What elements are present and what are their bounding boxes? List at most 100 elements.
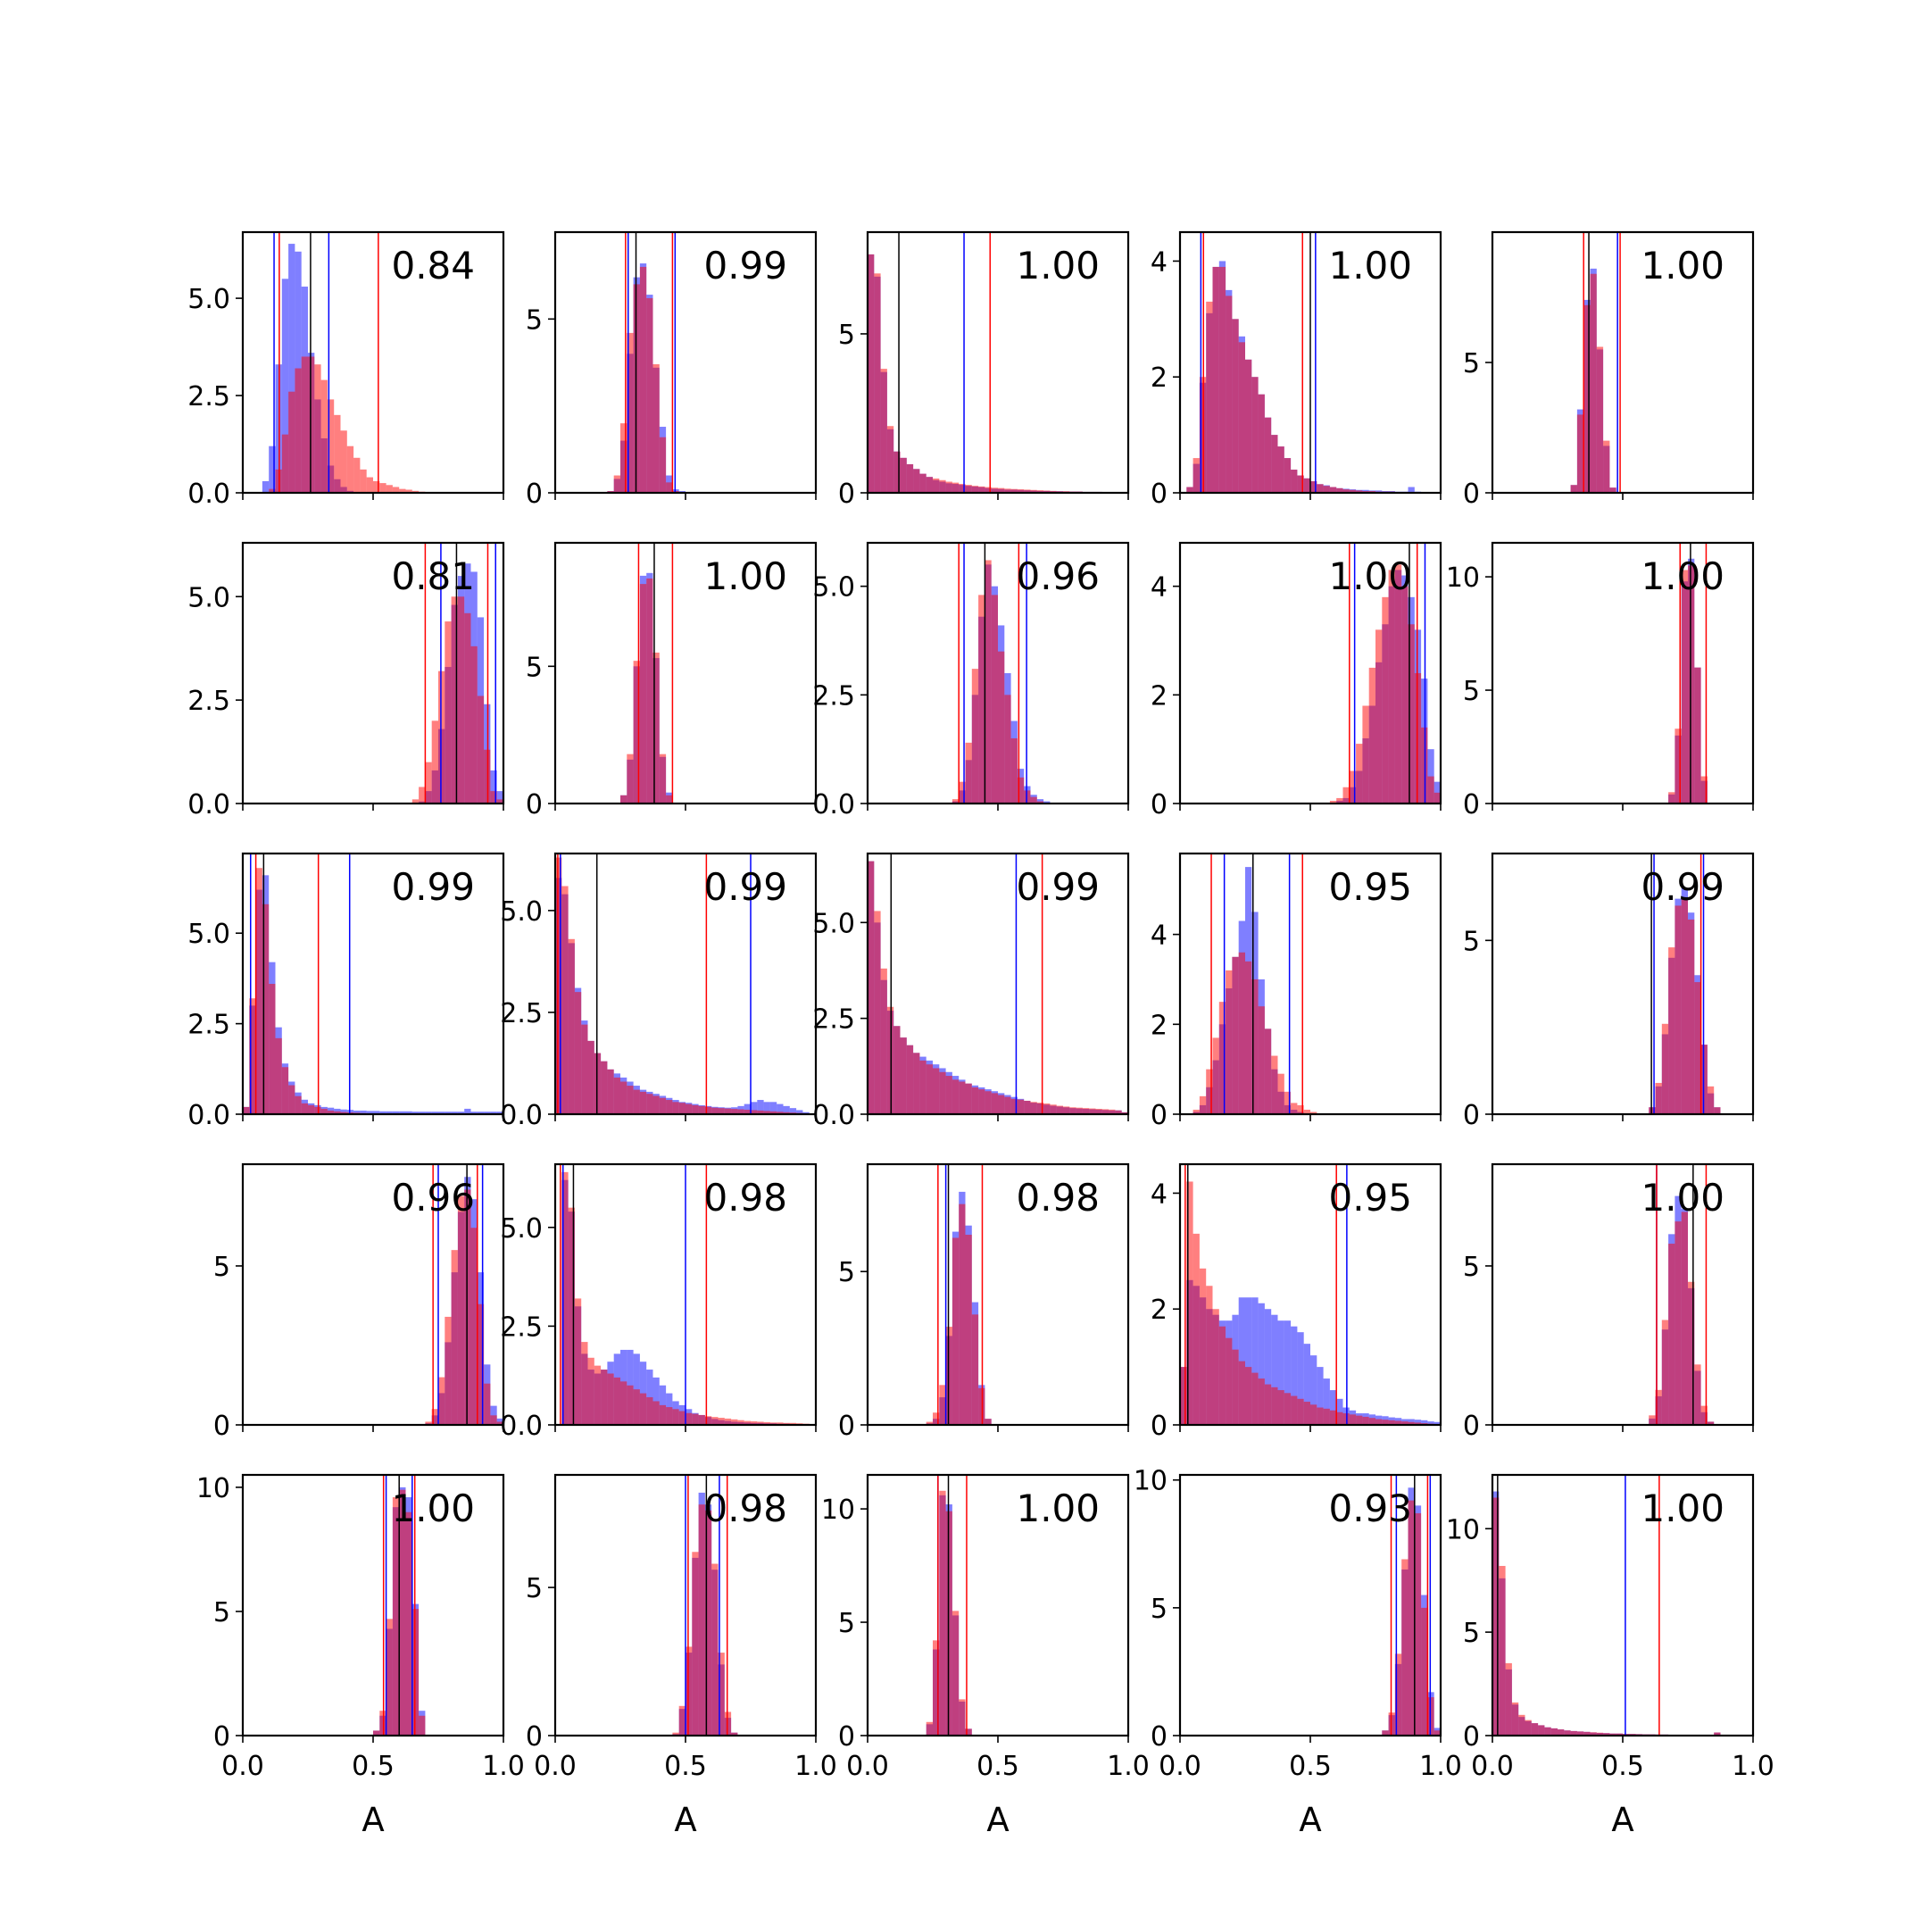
hist-bar-red bbox=[972, 1087, 978, 1114]
y-tick-label: 2.5 bbox=[187, 381, 230, 412]
hist-bar-red bbox=[1362, 706, 1368, 804]
hist-bar-red bbox=[992, 1093, 998, 1114]
hist-bar-red bbox=[1259, 395, 1265, 493]
y-tick-label: 10 bbox=[1446, 1514, 1480, 1545]
hist-bar-red bbox=[660, 754, 666, 804]
subplot-r1-c1: 051.00 bbox=[526, 543, 816, 820]
hist-bar-red bbox=[653, 1401, 660, 1425]
y-tick-label: 0 bbox=[1151, 1411, 1168, 1442]
hist-bar-red bbox=[1200, 1269, 1206, 1425]
subplot-annotation: 0.99 bbox=[391, 865, 475, 909]
subplot-r2-c0: 0.02.55.00.99 bbox=[187, 854, 503, 1131]
hist-bar-red bbox=[901, 1037, 907, 1114]
hist-bar-red bbox=[614, 1078, 620, 1114]
hist-bar-red bbox=[1324, 1409, 1330, 1425]
y-tick-label: 0.0 bbox=[500, 1100, 543, 1131]
hist-bar-red bbox=[607, 1373, 613, 1425]
hist-bar-red bbox=[1324, 486, 1330, 493]
x-tick-label: 0.5 bbox=[664, 1751, 707, 1782]
y-tick-label: 2.5 bbox=[187, 1010, 230, 1041]
x-tick-label: 1.0 bbox=[794, 1751, 837, 1782]
hist-bar-red bbox=[614, 1378, 620, 1425]
y-tick-label: 0 bbox=[526, 1721, 543, 1753]
subplot-annotation: 0.96 bbox=[391, 1176, 475, 1220]
y-tick-label: 0 bbox=[1463, 479, 1480, 510]
hist-bar-red bbox=[276, 1038, 282, 1114]
hist-bar-red bbox=[913, 1053, 919, 1114]
subplot-annotation: 1.00 bbox=[1641, 244, 1724, 287]
hist-bar-red bbox=[1649, 1415, 1655, 1425]
subplot-annotation: 1.00 bbox=[1641, 1486, 1724, 1530]
hist-bar-red bbox=[1694, 982, 1700, 1114]
hist-bar-red bbox=[581, 1025, 587, 1114]
y-tick-label: 5.0 bbox=[187, 582, 230, 613]
y-tick-label: 4 bbox=[1151, 920, 1168, 952]
hist-bar-red bbox=[933, 479, 939, 493]
y-tick-label: 10 bbox=[1446, 562, 1480, 594]
hist-bar-red bbox=[1597, 346, 1603, 493]
hist-bar-red bbox=[569, 939, 575, 1114]
hist-bar-red bbox=[874, 911, 880, 1114]
y-tick-label: 2.5 bbox=[187, 686, 230, 717]
subplot-r2-c1: 0.02.55.00.99 bbox=[500, 854, 816, 1131]
hist-bar-red bbox=[1193, 1234, 1200, 1425]
subplot-r0-c1: 050.99 bbox=[526, 232, 816, 510]
hist-bar-red bbox=[1330, 1411, 1336, 1425]
hist-bar-red bbox=[432, 720, 438, 804]
hist-bar-red bbox=[1401, 1559, 1408, 1736]
y-tick-label: 2.5 bbox=[812, 1004, 855, 1036]
y-tick-label: 0 bbox=[1151, 789, 1168, 820]
hist-bar-red bbox=[998, 652, 1004, 804]
hist-bar-red bbox=[1291, 1396, 1297, 1425]
hist-bar-red bbox=[419, 787, 425, 804]
y-tick-label: 2 bbox=[1151, 680, 1168, 712]
hist-bar-red bbox=[1675, 905, 1681, 1114]
hist-bar-red bbox=[1682, 899, 1688, 1114]
subplot-annotation: 0.98 bbox=[703, 1176, 787, 1220]
hist-bar-red bbox=[1278, 1390, 1284, 1425]
hist-bar-red bbox=[379, 483, 386, 493]
subplot-annotation: 1.00 bbox=[1328, 554, 1412, 598]
hist-bar-red bbox=[1668, 947, 1675, 1114]
hist-bar-red bbox=[607, 1070, 613, 1114]
hist-bar-red bbox=[295, 369, 301, 493]
hist-bar-red bbox=[1024, 1101, 1030, 1114]
hist-bar-red bbox=[1206, 302, 1212, 493]
subplot-annotation: 1.00 bbox=[703, 554, 787, 598]
hist-bar-red bbox=[711, 1417, 718, 1425]
y-tick-label: 5.0 bbox=[500, 896, 543, 928]
hist-bar-red bbox=[939, 1491, 945, 1736]
hist-bar-red bbox=[666, 482, 672, 493]
hist-bar-red bbox=[353, 458, 360, 493]
hist-bar-red bbox=[959, 1204, 965, 1425]
hist-bar-red bbox=[1200, 1096, 1206, 1114]
hist-bar-red bbox=[881, 969, 887, 1114]
hist-bar-red bbox=[666, 795, 672, 804]
hist-bar-red bbox=[699, 1106, 705, 1114]
hist-bar-red bbox=[1245, 962, 1251, 1114]
hist-bar-red bbox=[1219, 267, 1226, 493]
hist-bar-red bbox=[927, 477, 933, 493]
y-tick-label: 5.0 bbox=[500, 1213, 543, 1245]
x-tick-label: 1.0 bbox=[482, 1751, 525, 1782]
hist-bar-red bbox=[927, 1722, 933, 1736]
hist-bar-red bbox=[1251, 1373, 1258, 1425]
x-tick-label: 1.0 bbox=[1419, 1751, 1462, 1782]
x-tick-label: 1.0 bbox=[1732, 1751, 1774, 1782]
subplot-annotation: 0.98 bbox=[703, 1486, 787, 1530]
hist-bar-red bbox=[939, 480, 945, 493]
hist-bar-red bbox=[1389, 570, 1395, 804]
x-tick-label: 0.0 bbox=[1159, 1751, 1201, 1782]
hist-bar-red bbox=[1382, 597, 1388, 804]
hist-bar-red bbox=[1278, 1074, 1284, 1114]
y-tick-label: 0 bbox=[1463, 789, 1480, 820]
hist-bar-red bbox=[588, 1041, 594, 1114]
hist-bar-red bbox=[282, 1067, 288, 1114]
hist-bar-red bbox=[887, 426, 893, 493]
y-tick-label: 5 bbox=[1463, 1252, 1480, 1283]
